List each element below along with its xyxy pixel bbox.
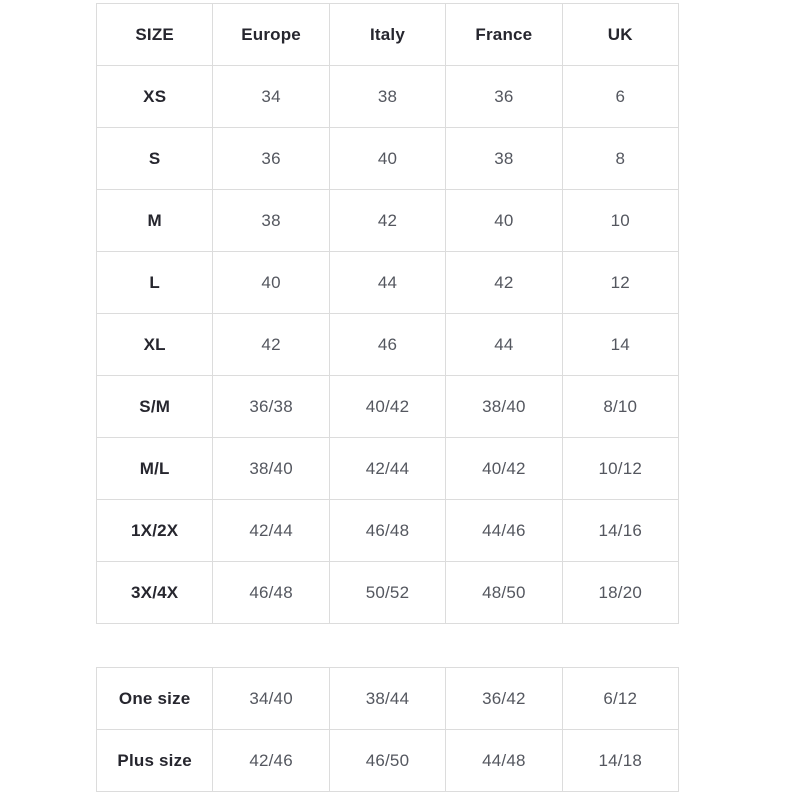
italy-value: 40/42 [328,375,447,438]
europe-value: 42/44 [212,499,330,562]
uk-value: 14 [561,313,680,376]
uk-value: 8/10 [561,375,680,438]
uk-value: 6/12 [561,667,680,730]
europe-value: 40 [212,251,330,314]
italy-value: 46 [328,313,447,376]
table-row: One size 34/40 38/44 36/42 6/12 [95,667,680,730]
size-label: M [95,189,214,252]
europe-value: 34 [212,65,330,128]
europe-value: 38/40 [212,437,330,500]
column-header-france: France [445,3,563,66]
size-conversion-table-container: SIZE Europe Italy France UK XS 34 38 36 … [95,3,680,624]
size-label: S/M [95,375,214,438]
table-row: XS 34 38 36 6 [95,65,680,128]
europe-value: 36/38 [212,375,330,438]
uk-value: 10 [561,189,680,252]
size-label: 3X/4X [95,561,214,624]
uk-value: 18/20 [561,561,680,624]
uk-value: 14/16 [561,499,680,562]
italy-value: 40 [328,127,447,190]
italy-value: 42 [328,189,447,252]
size-label: S [95,127,214,190]
uk-value: 14/18 [561,729,680,792]
europe-value: 36 [212,127,330,190]
uk-value: 8 [561,127,680,190]
column-header-uk: UK [561,3,680,66]
france-value: 42 [445,251,563,314]
europe-value: 34/40 [212,667,330,730]
europe-value: 42/46 [212,729,330,792]
table-row: M 38 42 40 10 [95,189,680,252]
size-label: XS [95,65,214,128]
table-row: 1X/2X 42/44 46/48 44/46 14/16 [95,499,680,562]
italy-value: 44 [328,251,447,314]
italy-value: 38/44 [328,667,447,730]
size-label: L [95,251,214,314]
size-label: M/L [95,437,214,500]
france-value: 48/50 [445,561,563,624]
column-header-size: SIZE [95,3,214,66]
france-value: 40 [445,189,563,252]
uk-value: 10/12 [561,437,680,500]
europe-value: 46/48 [212,561,330,624]
special-sizes-table: One size 34/40 38/44 36/42 6/12 Plus siz… [95,667,680,792]
france-value: 36 [445,65,563,128]
size-label: 1X/2X [95,499,214,562]
size-label: One size [95,667,214,730]
france-value: 44/46 [445,499,563,562]
italy-value: 46/50 [328,729,447,792]
europe-value: 38 [212,189,330,252]
table-row: S 36 40 38 8 [95,127,680,190]
france-value: 36/42 [445,667,563,730]
france-value: 44 [445,313,563,376]
special-sizes-table-container: One size 34/40 38/44 36/42 6/12 Plus siz… [95,667,680,792]
column-header-europe: Europe [212,3,330,66]
italy-value: 38 [328,65,447,128]
header-row: SIZE Europe Italy France UK [95,3,680,66]
france-value: 38 [445,127,563,190]
table-row: M/L 38/40 42/44 40/42 10/12 [95,437,680,500]
table-row: Plus size 42/46 46/50 44/48 14/18 [95,729,680,792]
france-value: 44/48 [445,729,563,792]
europe-value: 42 [212,313,330,376]
table-row: 3X/4X 46/48 50/52 48/50 18/20 [95,561,680,624]
table-row: XL 42 46 44 14 [95,313,680,376]
size-label: XL [95,313,214,376]
france-value: 40/42 [445,437,563,500]
size-conversion-table: SIZE Europe Italy France UK XS 34 38 36 … [95,3,680,624]
table-row: S/M 36/38 40/42 38/40 8/10 [95,375,680,438]
table-row: L 40 44 42 12 [95,251,680,314]
column-header-italy: Italy [328,3,447,66]
italy-value: 46/48 [328,499,447,562]
uk-value: 6 [561,65,680,128]
uk-value: 12 [561,251,680,314]
italy-value: 42/44 [328,437,447,500]
france-value: 38/40 [445,375,563,438]
italy-value: 50/52 [328,561,447,624]
size-label: Plus size [95,729,214,792]
